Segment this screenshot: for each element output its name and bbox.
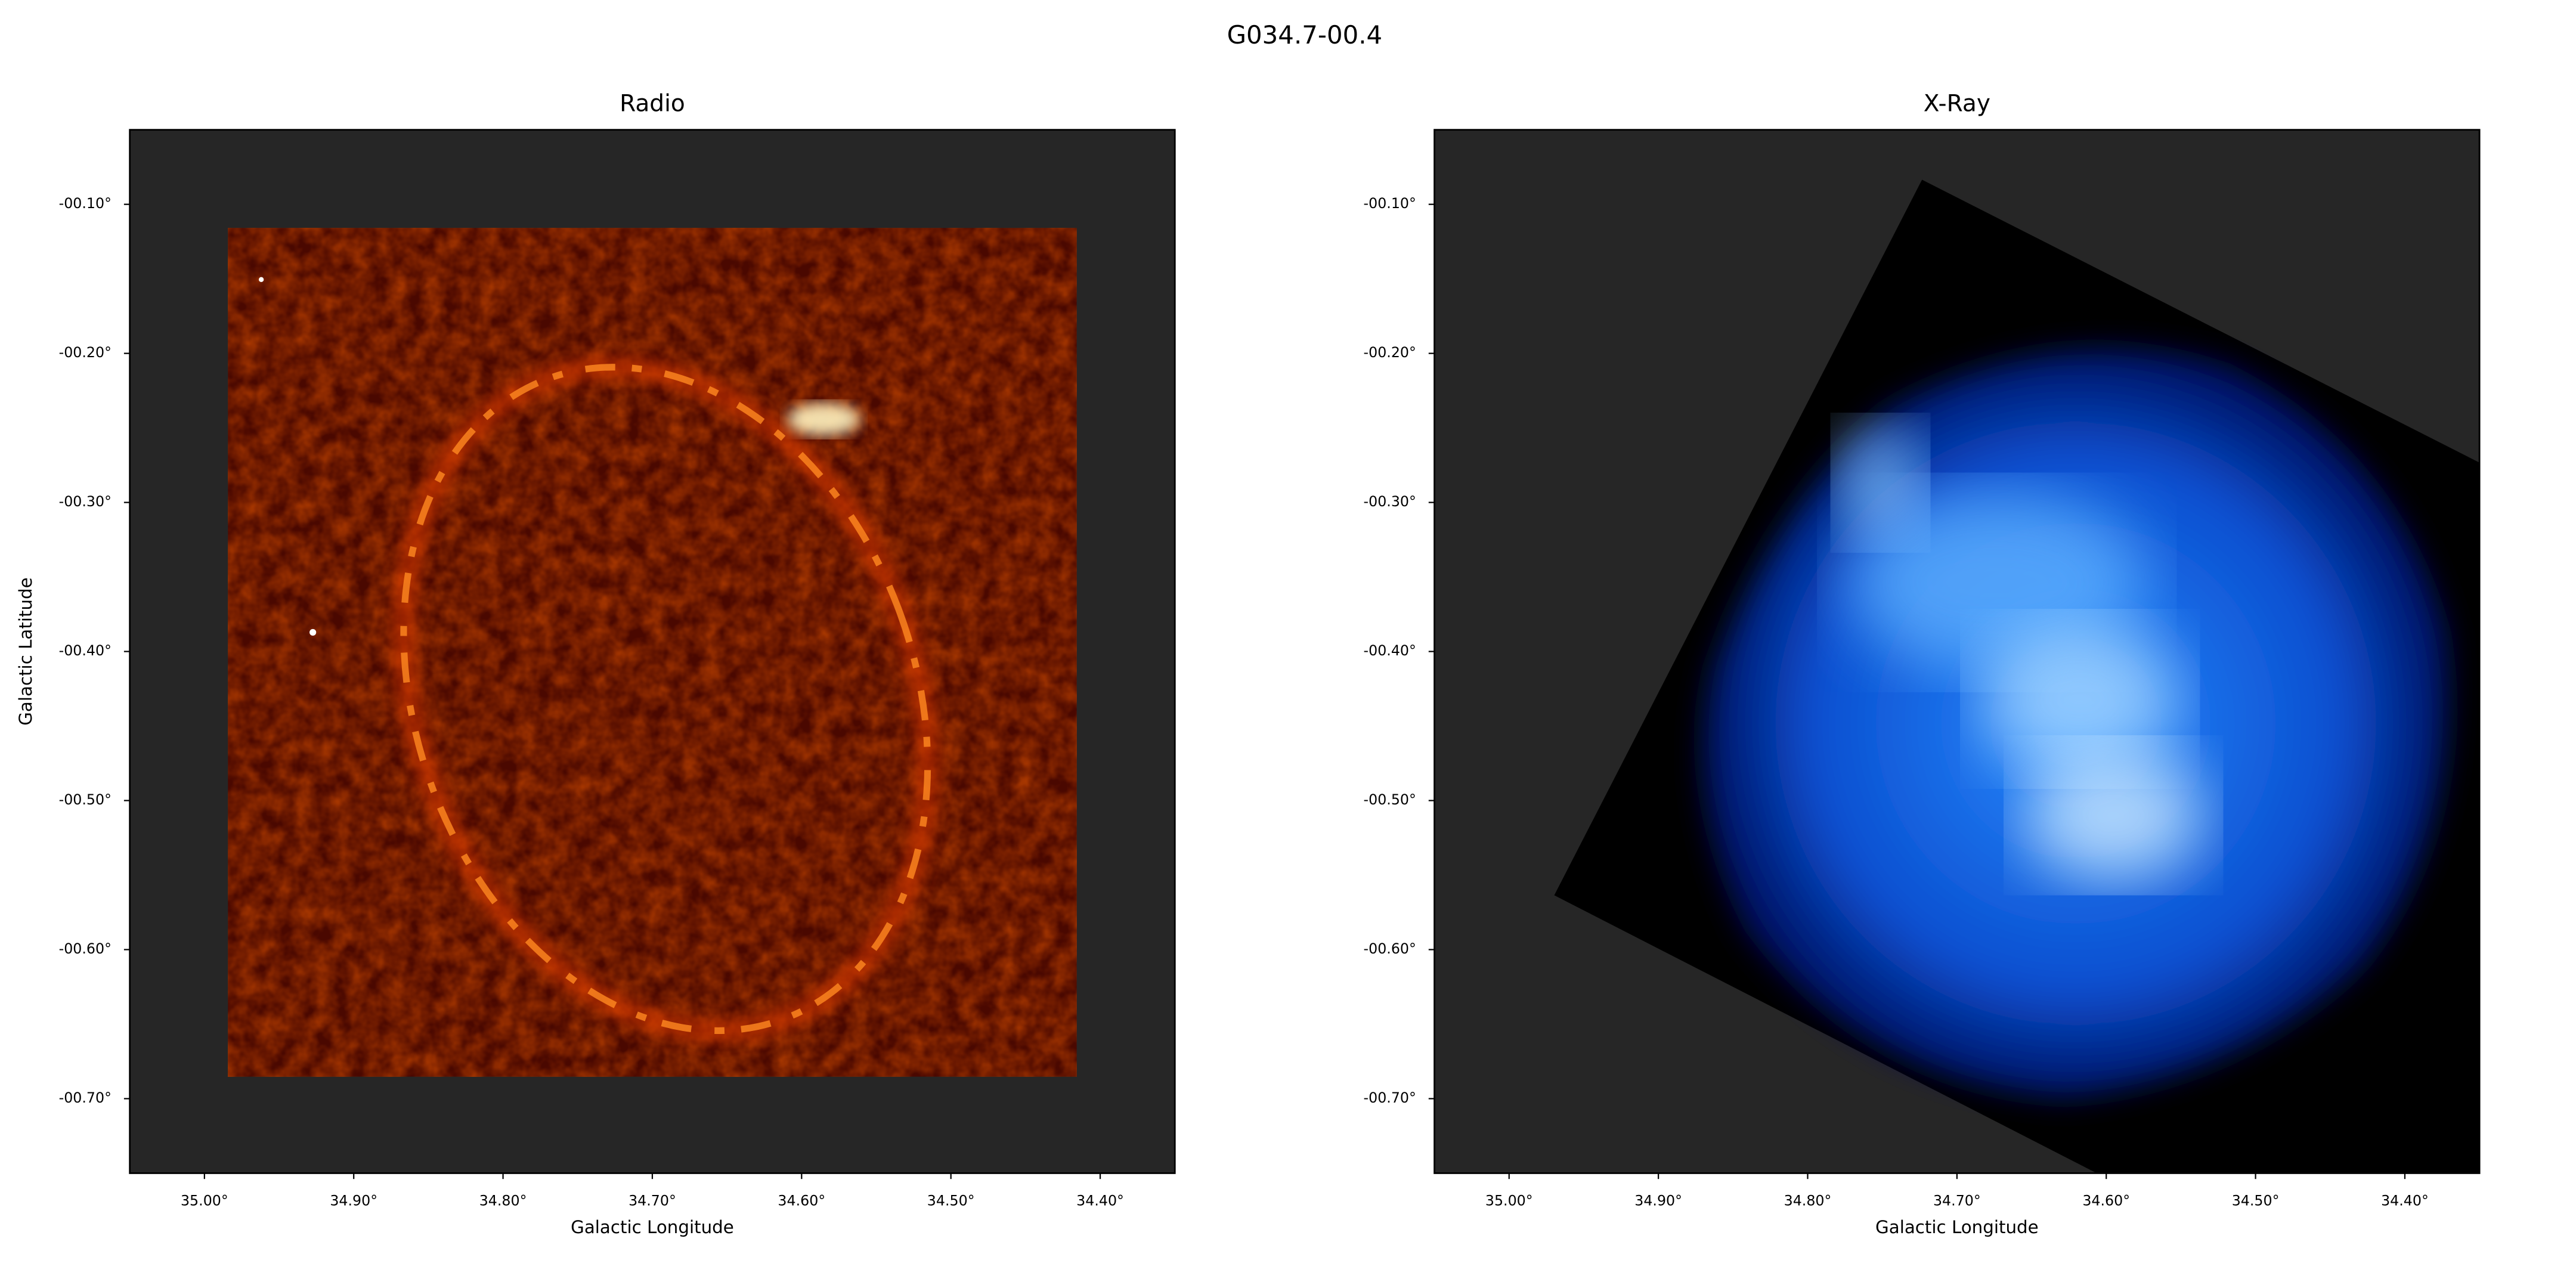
- y-tick-label: -00.10°: [1364, 195, 1416, 212]
- y-tick-label: -00.50°: [59, 791, 112, 808]
- x-tick-label: 34.70°: [628, 1192, 676, 1209]
- x-tick-label: 34.80°: [1784, 1192, 1832, 1209]
- y-tick-label: -00.40°: [59, 642, 112, 659]
- x-tick-label: 34.90°: [1634, 1192, 1682, 1209]
- x-tick-label: 34.50°: [927, 1192, 975, 1209]
- x-axis-label: Galactic Longitude: [571, 1217, 734, 1237]
- y-tick-label: -00.40°: [1364, 642, 1416, 659]
- x-tick-label: 35.00°: [1485, 1192, 1533, 1209]
- y-axis-label: Galactic Latitude: [16, 577, 36, 725]
- figure-title: G034.7-00.4: [1227, 20, 1383, 49]
- y-tick-label: -00.30°: [1364, 493, 1416, 510]
- panel-title: Radio: [620, 90, 685, 117]
- y-tick-label: -00.30°: [59, 493, 112, 510]
- x-tick-label: 34.60°: [778, 1192, 825, 1209]
- panel-title: X-Ray: [1924, 90, 1990, 117]
- x-tick-label: 34.40°: [1076, 1192, 1124, 1209]
- x-tick-label: 34.60°: [2082, 1192, 2130, 1209]
- x-tick-label: 35.00°: [181, 1192, 228, 1209]
- x-tick-label: 34.40°: [2381, 1192, 2429, 1209]
- x-axis-label: Galactic Longitude: [1875, 1217, 2039, 1237]
- x-tick-label: 34.80°: [479, 1192, 527, 1209]
- y-tick-label: -00.60°: [1364, 940, 1416, 957]
- y-tick-label: -00.70°: [1364, 1089, 1416, 1106]
- y-tick-label: -00.20°: [59, 344, 112, 361]
- radio-image: [129, 129, 1176, 1174]
- y-tick-label: -00.10°: [59, 195, 112, 212]
- y-tick-label: -00.20°: [1364, 344, 1416, 361]
- y-tick-label: -00.70°: [59, 1089, 112, 1106]
- x-tick-label: 34.90°: [330, 1192, 377, 1209]
- x-tick-label: 34.70°: [1933, 1192, 1981, 1209]
- xray-image: [1433, 129, 2481, 1174]
- y-tick-label: -00.60°: [59, 940, 112, 957]
- y-tick-label: -00.50°: [1364, 791, 1416, 808]
- x-tick-label: 34.50°: [2232, 1192, 2280, 1209]
